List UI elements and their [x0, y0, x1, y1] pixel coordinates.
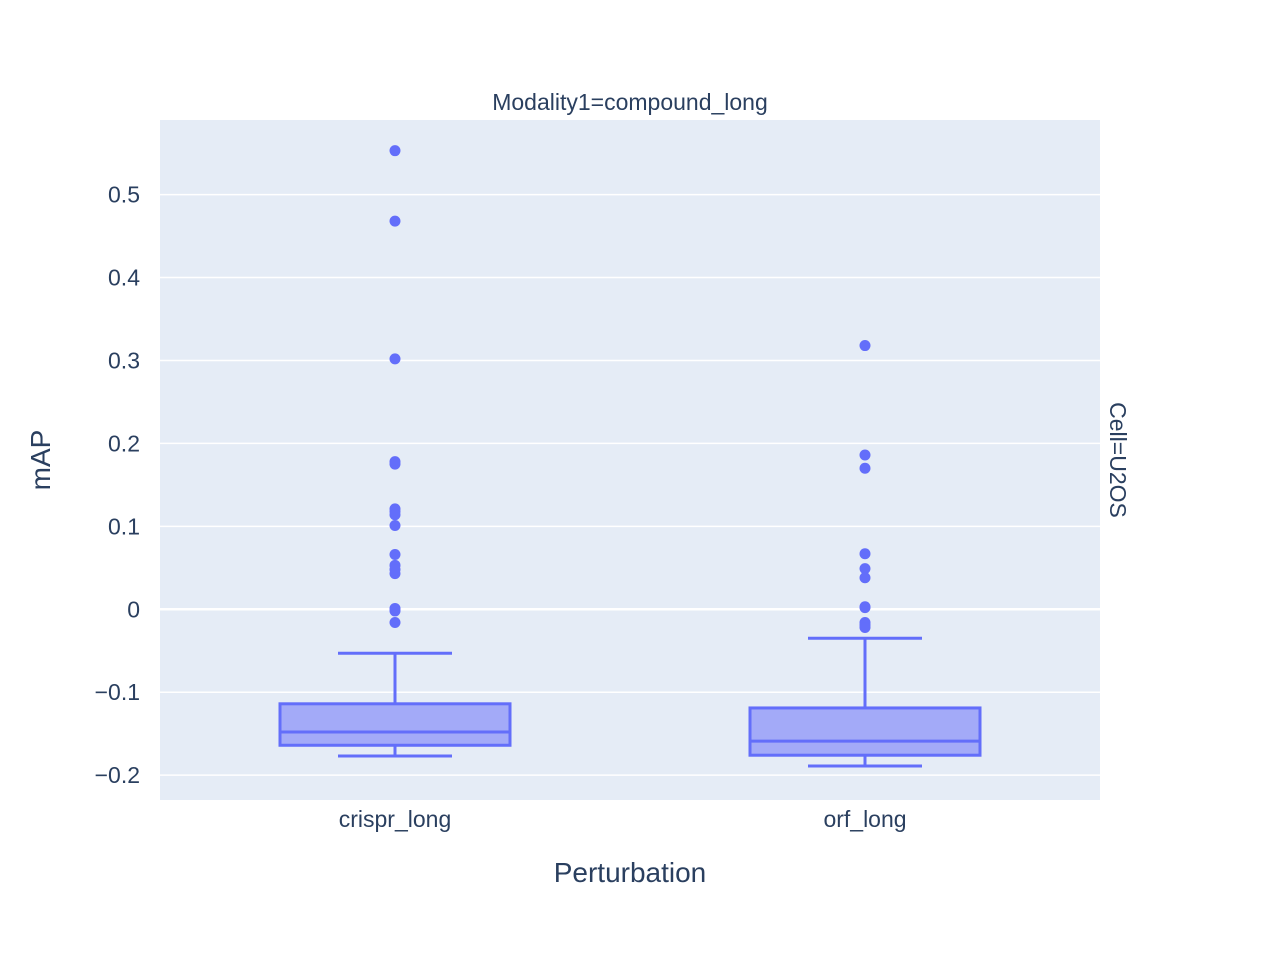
outlier-point: [389, 458, 401, 470]
y-tick-label: −0.1: [95, 679, 140, 705]
y-tick-label: 0: [127, 596, 140, 622]
x-axis-title: Perturbation: [554, 857, 707, 888]
outlier-point: [389, 145, 401, 157]
outlier-point: [389, 353, 401, 365]
x-tick-labels: crispr_long orf_long: [339, 806, 907, 832]
y-tick-label: −0.2: [95, 762, 140, 788]
facet-title-right: Cell=U2OS: [1105, 402, 1131, 518]
outlier-point: [859, 548, 871, 560]
y-tick-label: 0.1: [108, 513, 140, 539]
outlier-point: [389, 549, 401, 561]
y-tick-label: 0.5: [108, 182, 140, 208]
iqr-box: [748, 706, 982, 757]
boxes-layer: [278, 145, 982, 768]
iqr-box: [278, 702, 512, 747]
outlier-point: [389, 509, 401, 521]
outlier-point: [859, 462, 871, 474]
outlier-point: [859, 563, 871, 575]
grid-lines: [160, 193, 1100, 776]
outlier-point: [389, 568, 401, 580]
box-orf_long: [748, 340, 982, 768]
outlier-point: [389, 617, 401, 629]
outlier-point: [859, 340, 871, 352]
y-tick-label: 0.3: [108, 347, 140, 373]
y-tick-labels: −0.2 −0.1 0 0.1 0.2 0.3 0.4 0.5: [95, 182, 141, 788]
outlier-point: [859, 572, 871, 584]
outlier-point: [859, 449, 871, 461]
box-crispr_long: [278, 145, 512, 758]
y-axis-title: mAP: [25, 430, 56, 491]
x-tick-label: crispr_long: [339, 806, 452, 832]
outlier-point: [859, 622, 871, 634]
outlier-point: [389, 520, 401, 532]
x-tick-label: orf_long: [823, 806, 906, 832]
y-tick-label: 0.2: [108, 430, 140, 456]
outlier-point: [389, 215, 401, 227]
outlier-point: [389, 605, 401, 617]
facet-title-top: Modality1=compound_long: [492, 89, 768, 115]
outlier-point: [859, 602, 871, 614]
plot-background: [160, 120, 1100, 800]
y-tick-label: 0.4: [108, 265, 140, 291]
